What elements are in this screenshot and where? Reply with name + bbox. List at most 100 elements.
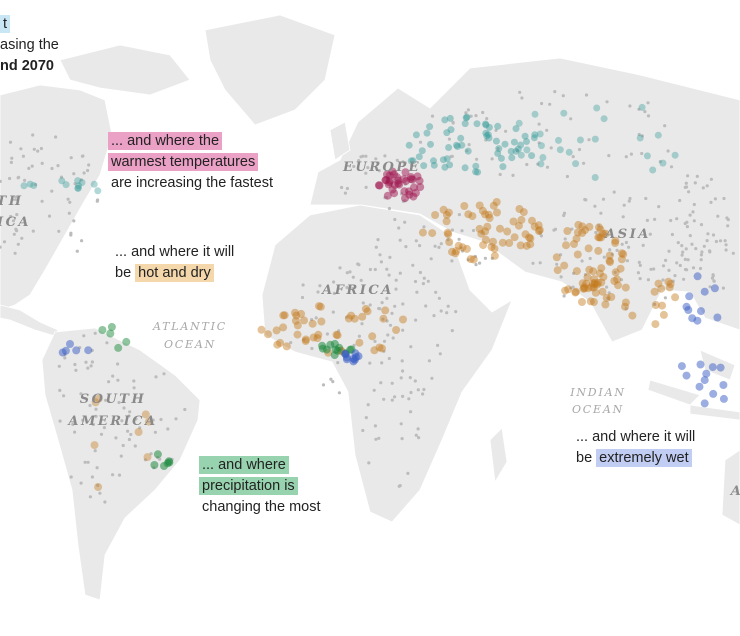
city-dot <box>361 301 365 305</box>
hot-dry-dot <box>490 251 499 260</box>
warming-dot <box>430 161 438 169</box>
city-dot <box>84 360 88 364</box>
city-dot <box>82 334 86 338</box>
city-dot <box>709 177 714 181</box>
city-dot <box>646 278 651 282</box>
city-dot <box>367 461 371 465</box>
city-dot <box>709 200 713 204</box>
warming-dot <box>643 152 651 160</box>
city-dot <box>393 395 397 399</box>
city-dot <box>79 481 83 485</box>
city-dot <box>434 290 438 294</box>
hot-dry-dot <box>650 287 659 296</box>
hot-dry-dot <box>578 298 586 306</box>
city-dot <box>301 283 305 287</box>
city-dot <box>683 185 687 189</box>
warming-dot <box>512 125 520 133</box>
hot-dry-dot <box>525 233 534 242</box>
city-dot <box>545 165 550 169</box>
city-dot <box>162 372 166 376</box>
city-dot <box>549 146 553 150</box>
city-dot <box>664 258 668 262</box>
hot-dry-dot <box>368 332 377 341</box>
hot-dry-dot <box>379 314 388 323</box>
city-dot <box>0 179 2 183</box>
city-dot <box>723 239 727 243</box>
warming-dot <box>62 181 70 189</box>
warming-dot <box>74 184 82 192</box>
city-dot <box>459 246 463 250</box>
hot-dry-dot <box>375 343 384 352</box>
city-dot <box>621 215 625 219</box>
warming-dot <box>531 110 539 118</box>
hot-dry-dot <box>276 338 285 347</box>
city-dot <box>314 316 318 320</box>
city-dot <box>379 381 383 385</box>
wet-dot <box>693 272 702 281</box>
city-dot <box>111 473 115 477</box>
city-dot <box>433 244 437 248</box>
hot-dry-dot <box>477 229 486 238</box>
annotation-highlight: extremely wet <box>596 449 692 467</box>
city-dot <box>399 422 403 426</box>
hot-dry-dot <box>584 284 593 293</box>
city-dot <box>661 278 665 282</box>
hot-dry-dot <box>585 265 594 274</box>
warming-dot <box>415 153 423 161</box>
hot-dry-dot <box>358 312 367 321</box>
hot-dry-dot <box>460 202 469 210</box>
city-dot <box>132 379 136 383</box>
hot-dry-dot <box>573 228 582 237</box>
city-dot <box>678 198 682 203</box>
city-dot <box>373 339 377 343</box>
hot-dry-dot <box>510 233 519 242</box>
city-dot <box>467 143 471 147</box>
city-dot <box>373 424 377 428</box>
hot-dry-dot <box>570 240 578 248</box>
warming-dot <box>531 131 539 139</box>
city-dot <box>705 239 709 243</box>
city-dot <box>121 443 125 448</box>
city-dot <box>713 197 718 201</box>
warming-dot <box>484 131 492 139</box>
city-dot <box>79 392 83 396</box>
hot-dry-dot <box>273 340 282 349</box>
city-dot <box>17 175 21 179</box>
hot-dry-dot <box>399 315 407 324</box>
warming-dot <box>472 168 480 176</box>
africa <box>261 204 513 523</box>
hot-dry-dot <box>614 281 622 290</box>
annotation-word: be <box>115 265 132 281</box>
hot-dry-dot <box>596 225 605 234</box>
city-dot <box>520 96 524 100</box>
hot-dry-dot <box>94 394 103 403</box>
city-dot <box>398 271 402 275</box>
city-dot <box>624 155 628 159</box>
city-dot <box>515 149 520 153</box>
city-dot <box>416 388 420 392</box>
city-dot <box>601 197 606 201</box>
city-dot <box>597 224 601 228</box>
city-dot <box>553 90 557 94</box>
warming-dot <box>430 157 437 165</box>
precip-dot <box>330 351 339 360</box>
hot-dry-dot <box>516 241 525 250</box>
hot-dry-dot <box>301 337 310 345</box>
warming-dot <box>407 157 415 165</box>
city-dot <box>364 185 368 189</box>
city-dot <box>418 270 422 275</box>
hot-dry-dot <box>601 300 610 309</box>
city-dot <box>33 183 38 187</box>
city-dot <box>608 248 612 252</box>
city-dot <box>57 364 61 368</box>
city-dot <box>377 436 381 440</box>
city-dot <box>385 319 389 323</box>
city-dot <box>79 178 83 182</box>
hot-dry-dot <box>578 279 587 288</box>
city-dot <box>587 138 591 142</box>
city-dot <box>75 249 79 253</box>
warming-dot <box>565 148 573 156</box>
city-dot <box>127 437 131 442</box>
hot-dry-dot <box>590 275 599 284</box>
